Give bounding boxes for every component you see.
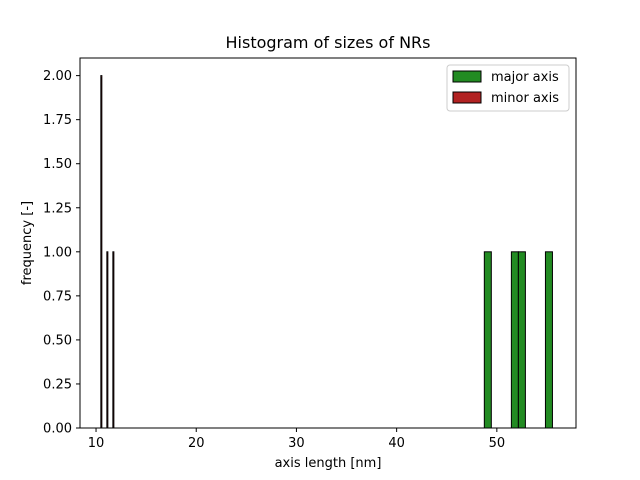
minor-axis-bar — [106, 251, 109, 429]
legend-swatch-minor — [452, 91, 482, 104]
plot-frame — [79, 57, 577, 429]
x-tick-label: 50 — [489, 436, 506, 451]
bars-layer — [100, 75, 553, 429]
major-axis-bar — [517, 251, 526, 429]
legend-label-major: major axis — [491, 70, 559, 85]
major-axis-bar — [510, 251, 519, 429]
x-tick-label: 10 — [88, 436, 105, 451]
major-axis-bar — [544, 251, 553, 429]
y-tick-label: 0.75 — [43, 289, 72, 304]
chart-title: Histogram of sizes of NRs — [226, 33, 431, 52]
minor-axis-bar — [112, 251, 115, 429]
x-tick-label: 40 — [388, 436, 405, 451]
y-tick-label: 1.00 — [43, 245, 72, 260]
legend: major axis minor axis — [446, 64, 570, 112]
legend-swatch-major — [452, 70, 482, 83]
y-tick-label: 0.50 — [43, 333, 72, 348]
x-axis-ticks: 10 20 30 40 50 — [88, 428, 505, 451]
legend-label-minor: minor axis — [491, 91, 559, 106]
y-tick-label: 1.25 — [43, 201, 72, 216]
y-tick-label: 2.00 — [43, 69, 72, 84]
y-tick-label: 1.50 — [43, 157, 72, 172]
y-tick-label: 0.25 — [43, 377, 72, 392]
y-tick-label: 1.75 — [43, 113, 72, 128]
y-axis-ticks: 0.00 0.25 0.50 0.75 1.00 1.25 1.50 1.75 2.00 — [43, 69, 80, 437]
x-axis-label: axis length [nm] — [275, 456, 382, 471]
x-tick-label: 30 — [288, 436, 305, 451]
y-tick-label: 0.00 — [43, 422, 72, 437]
x-tick-label: 20 — [188, 436, 205, 451]
y-axis-label: frequency [-] — [20, 201, 35, 285]
minor-axis-bar — [100, 75, 103, 429]
major-axis-bar — [483, 251, 492, 429]
